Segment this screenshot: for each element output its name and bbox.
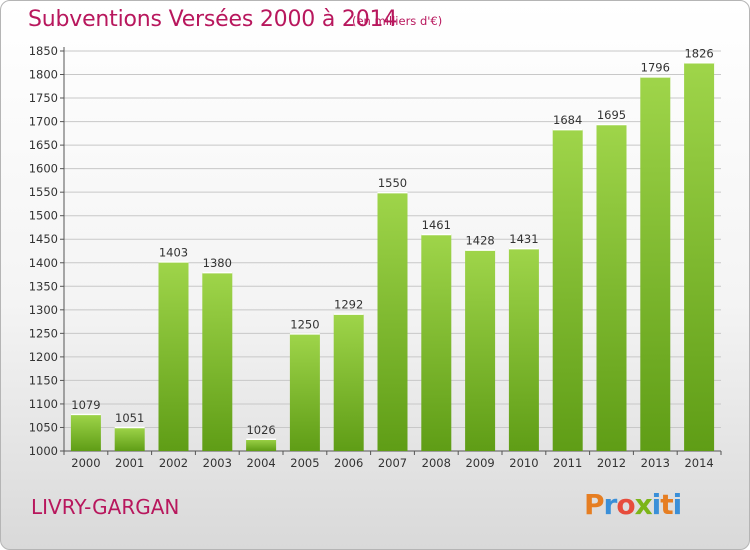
y-tick-label: 1500 (29, 209, 58, 223)
bar (552, 129, 583, 451)
labels: 1079 2000 1051 2001 1403 2002 1380 2003 1026 2004… (71, 46, 713, 470)
x-tick-label: 2009 (465, 456, 494, 470)
y-tick-label: 1350 (29, 279, 58, 293)
x-tick-label: 2003 (203, 456, 232, 470)
bar (158, 261, 189, 451)
logo-letter: r (603, 488, 618, 521)
data-label: 1428 (465, 234, 494, 248)
y-tick-label: 1100 (29, 397, 58, 411)
x-tick-label: 2000 (71, 456, 100, 470)
bar (596, 123, 627, 452)
bar (114, 427, 145, 451)
bars (70, 62, 715, 452)
data-label: 1431 (509, 232, 538, 246)
logo-letter: P (584, 488, 605, 521)
data-label: 1796 (641, 60, 670, 74)
bar (70, 413, 101, 451)
y-tick-label: 1800 (29, 68, 58, 82)
y-tick-label: 1650 (29, 138, 58, 152)
data-label: 1250 (290, 317, 319, 331)
y-tick-label: 1050 (29, 420, 58, 434)
y-tick-label: 1000 (29, 444, 58, 458)
bar (465, 249, 496, 451)
bar (640, 76, 671, 451)
bar (289, 333, 320, 451)
logo-letter: x (634, 488, 653, 521)
logo-letter: o (616, 488, 635, 521)
y-tick-label: 1850 (29, 44, 58, 58)
y-tick-label: 1750 (29, 91, 58, 105)
x-tick-label: 2014 (684, 456, 713, 470)
x-tick-label: 2008 (422, 456, 451, 470)
data-label: 1051 (115, 411, 144, 425)
logo-letter: t (660, 488, 673, 521)
chart-title: Subventions Versées 2000 à 2014 (28, 7, 398, 32)
data-label: 1292 (334, 298, 363, 312)
x-tick-label: 2011 (553, 456, 582, 470)
bar (202, 272, 233, 451)
x-tick-label: 2007 (378, 456, 407, 470)
data-label: 1550 (378, 176, 407, 190)
place-name: LIVRY-GARGAN (31, 495, 180, 519)
x-tick-label: 2004 (246, 456, 275, 470)
chart-subtitle: (en milliers d'€) (352, 14, 443, 28)
x-tick-label: 2013 (641, 456, 670, 470)
y-tick-label: 1150 (29, 373, 58, 387)
y-tick-label: 1400 (29, 256, 58, 270)
logo-letter: i (651, 488, 662, 521)
x-tick-label: 2012 (597, 456, 626, 470)
y-tick-label: 1450 (29, 232, 58, 246)
x-tick-label: 2006 (334, 456, 363, 470)
data-label: 1461 (422, 218, 451, 232)
x-tick-label: 2005 (290, 456, 319, 470)
y-tick-label: 1250 (29, 326, 58, 340)
data-label: 1026 (246, 423, 275, 437)
y-tick-label: 1200 (29, 350, 58, 364)
data-label: 1403 (159, 245, 188, 259)
proxiti-logo: Proxiti (584, 488, 683, 521)
bar (421, 234, 452, 451)
logo-letter: i (672, 488, 683, 521)
data-label: 1079 (71, 398, 100, 412)
x-tick-label: 2002 (159, 456, 188, 470)
bar (333, 313, 364, 451)
data-label: 1684 (553, 113, 582, 127)
axes: 1000 1050 1100 1150 1200 1250 1300 1350 1400 1450… (29, 44, 722, 458)
data-label: 1826 (684, 46, 713, 60)
y-tick-label: 1300 (29, 303, 58, 317)
data-label: 1695 (597, 108, 626, 122)
x-tick-label: 2001 (115, 456, 144, 470)
y-tick-label: 1550 (29, 185, 58, 199)
bar (684, 62, 715, 451)
y-tick-label: 1700 (29, 115, 58, 129)
bar (508, 248, 539, 451)
data-label: 1380 (203, 256, 232, 270)
y-tick-label: 1600 (29, 162, 58, 176)
bar (377, 192, 408, 452)
bar (246, 438, 277, 451)
x-tick-label: 2010 (509, 456, 538, 470)
